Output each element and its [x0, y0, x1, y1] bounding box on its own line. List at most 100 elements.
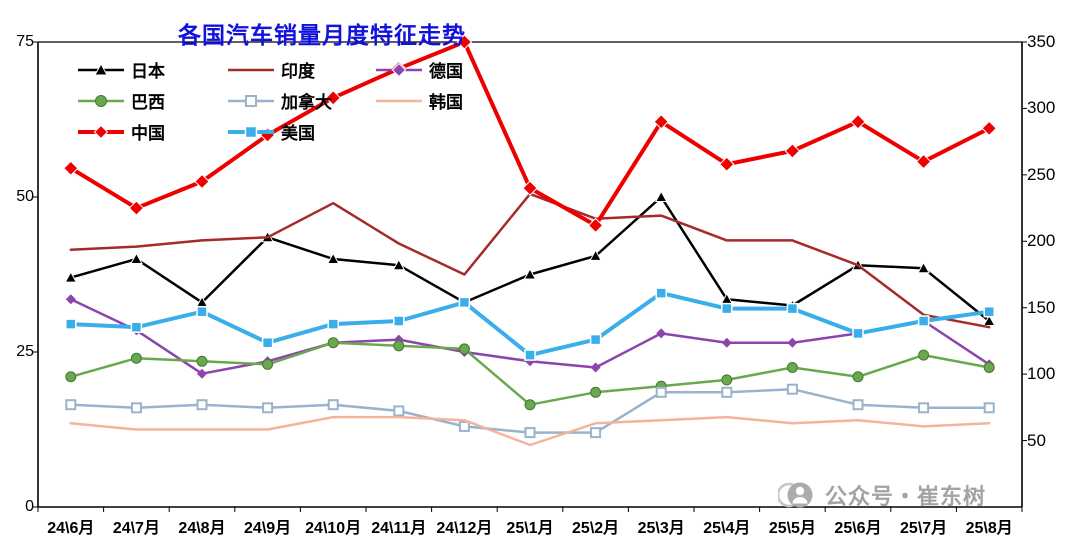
legend-swatch-icon [78, 94, 124, 107]
x-tick-label: 24\6月 [47, 520, 95, 537]
legend-swatch-icon [228, 125, 274, 138]
marker-circle [393, 340, 405, 352]
marker-square-open [196, 399, 208, 411]
marker-diamond [456, 34, 473, 50]
marker-circle [852, 371, 864, 383]
marker-triangle [982, 314, 996, 326]
legend-item-印度: 印度 [228, 57, 376, 82]
legend-item-美国: 美国 [228, 119, 376, 144]
marker-diamond [325, 90, 341, 106]
marker-square [458, 296, 471, 309]
marker-diamond [656, 328, 667, 339]
marker-diamond [784, 143, 801, 159]
marker-square [721, 302, 733, 315]
y-left-tick-label: 25 [16, 343, 34, 360]
marker-diamond [787, 337, 798, 348]
marker-diamond [590, 362, 601, 373]
x-tick-label: 24\8月 [178, 520, 226, 537]
marker-diamond [981, 120, 997, 137]
legend-marker [245, 94, 257, 107]
x-tick-label: 25\7月 [900, 520, 948, 537]
series-line-韩国 [69, 415, 991, 447]
marker-square-open [918, 402, 930, 414]
marker-diamond [587, 217, 604, 234]
marker-circle [524, 399, 536, 411]
x-tick-label: 25\5月 [768, 520, 816, 537]
marker-diamond [128, 200, 145, 216]
x-tick-label: 25\8月 [965, 520, 1013, 537]
marker-circle [458, 343, 470, 355]
legend-label: 日本 [131, 62, 165, 81]
legend-swatch-icon [78, 62, 124, 75]
marker-square-open [393, 405, 405, 417]
legend-swatch-icon [376, 62, 422, 77]
legend-marker [94, 62, 108, 75]
marker-circle [65, 371, 77, 383]
marker-square [983, 305, 995, 318]
legend-item-德国: 德国 [376, 57, 526, 82]
y-right-tick-label: 200 [1027, 231, 1056, 251]
watermark: 公众号・崔东树 [778, 479, 986, 511]
legend-marker [244, 125, 258, 138]
chart-title: 各国汽车销量月度特征走势 [178, 22, 466, 48]
marker-square [327, 318, 339, 330]
series-line-加拿大 [69, 387, 991, 434]
y-right-tick-label: 100 [1027, 364, 1056, 384]
legend-swatch-icon [228, 68, 274, 71]
legend-item-加拿大: 加拿大 [228, 88, 376, 113]
marker-triangle [392, 258, 406, 271]
marker-square [786, 302, 799, 315]
marker-diamond [915, 153, 932, 170]
marker-square [393, 315, 405, 327]
marker-diamond [65, 294, 76, 305]
marker-triangle [589, 249, 602, 261]
x-tick-label: 25\4月 [703, 520, 751, 537]
legend-marker [95, 94, 107, 107]
x-tick-label: 24\10月 [305, 520, 362, 537]
x-tick-label: 24\9月 [244, 520, 292, 537]
y-right-tick-label: 50 [1027, 430, 1046, 450]
marker-square [261, 336, 274, 349]
x-tick-label: 25\6月 [834, 520, 882, 537]
marker-square-open [458, 420, 470, 432]
marker-triangle [654, 190, 668, 202]
y-right-tick-label: 300 [1027, 98, 1056, 118]
marker-diamond [653, 114, 669, 130]
legend-item-中国: 中国 [78, 119, 228, 144]
marker-diamond [197, 368, 207, 379]
marker-diamond [522, 180, 538, 196]
legend-item-巴西: 巴西 [78, 88, 228, 113]
marker-circle [590, 386, 602, 398]
marker-diamond [719, 156, 735, 172]
marker-circle [918, 349, 930, 361]
marker-circle [983, 362, 995, 373]
legend-label: 德国 [429, 62, 463, 81]
marker-square [196, 305, 208, 318]
marker-square [589, 333, 602, 346]
marker-square-open [524, 427, 536, 439]
x-tick-label: 25\3月 [637, 520, 685, 537]
legend-swatch-icon [78, 124, 124, 139]
legend-marker [93, 124, 109, 139]
legend-label: 印度 [281, 62, 315, 81]
y-left-tick-label: 50 [16, 188, 34, 205]
marker-square-open [327, 399, 339, 411]
marker-diamond [721, 337, 732, 348]
watermark-text: 公众号・崔东树 [825, 484, 987, 509]
user-logo-icon [778, 482, 813, 508]
y-left-tick-label: 75 [16, 33, 34, 50]
x-tick-label: 25\1月 [506, 520, 554, 537]
legend-item-日本: 日本 [78, 57, 228, 82]
marker-square [655, 287, 667, 299]
x-tick-label: 24\7月 [112, 520, 160, 537]
marker-triangle [130, 252, 143, 264]
legend-label: 美国 [281, 124, 315, 143]
marker-triangle [917, 261, 930, 274]
legend-label: 韩国 [429, 93, 463, 112]
y-right-tick-label: 350 [1027, 32, 1056, 51]
legend-label: 加拿大 [281, 93, 332, 112]
marker-circle [130, 352, 142, 364]
marker-diamond [194, 173, 210, 190]
legend-item-韩国: 韩国 [376, 88, 526, 113]
series-line-印度 [69, 192, 991, 329]
